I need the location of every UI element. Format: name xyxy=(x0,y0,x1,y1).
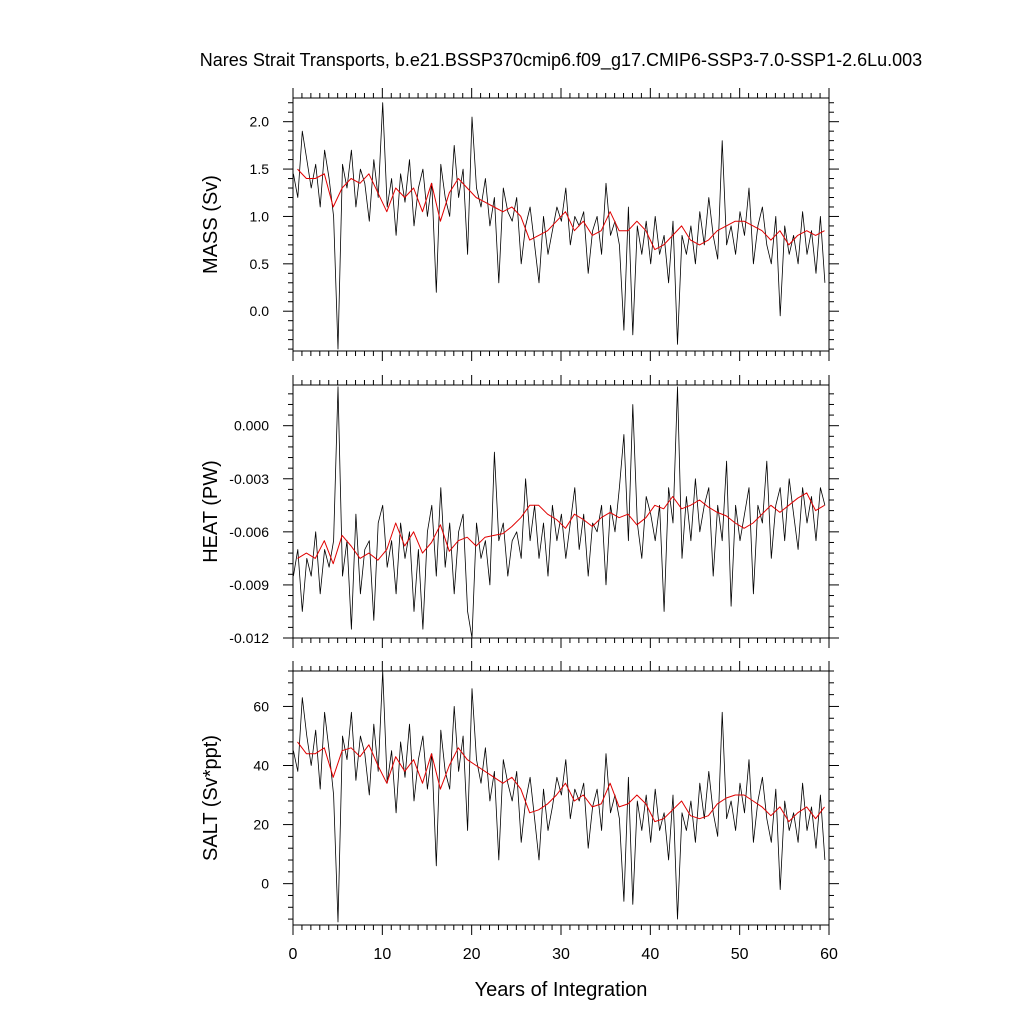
mass-ytick-label: 0.5 xyxy=(250,256,270,272)
salt-ytick-label: 0 xyxy=(261,876,269,892)
x-tick-label: 30 xyxy=(552,946,570,963)
mass-ytick-label: 0.0 xyxy=(250,303,270,319)
figure-title: Nares Strait Transports, b.e21.BSSP370cm… xyxy=(200,50,922,71)
salt-annual-line xyxy=(297,741,825,823)
heat-ytick-label: -0.009 xyxy=(229,577,269,593)
mass-ytick-label: 2.0 xyxy=(250,114,270,130)
salt-ytick-label: 20 xyxy=(253,817,269,833)
salt-ytick-label: 40 xyxy=(253,758,269,774)
salt-monthly-line xyxy=(293,671,826,923)
heat-ytick-label: -0.012 xyxy=(229,630,269,646)
heat-ytick-label: 0.000 xyxy=(234,418,269,434)
x-axis-label: Years of Integration xyxy=(475,979,648,1001)
x-tick-label: 50 xyxy=(731,946,749,963)
heat-monthly-line xyxy=(293,386,826,638)
x-tick-label: 60 xyxy=(820,946,838,963)
mass-y-axis-label: MASS (Sv) xyxy=(200,175,222,274)
mass-ytick-label: 1.0 xyxy=(250,208,270,224)
mass-annual-line xyxy=(297,168,825,251)
salt-y-axis-label: SALT (Sv*ppt) xyxy=(200,735,222,861)
panel-heat: -0.012 -0.009 -0.006 -0.003 0.000 HEAT (PW) xyxy=(200,375,839,648)
mass-ytick-label: 1.5 xyxy=(250,161,270,177)
heat-annual-line xyxy=(297,492,825,565)
x-tick-label: 20 xyxy=(463,946,481,963)
x-tick-label: 10 xyxy=(373,946,391,963)
heat-y-axis-label: HEAT (PW) xyxy=(200,460,222,563)
x-tick-label: 40 xyxy=(641,946,659,963)
salt-ytick-label: 60 xyxy=(253,698,269,714)
x-tick-label: 0 xyxy=(289,946,298,963)
heat-ytick-label: -0.006 xyxy=(229,524,269,540)
heat-ytick-label: -0.003 xyxy=(229,471,269,487)
panel-salt: 0 20 40 60 SALT (Sv*ppt) 0 10 20 30 40 50 60 xyxy=(200,661,839,963)
panel-mass: 0.0 0.5 1.0 1.5 2.0 MASS (Sv) xyxy=(200,88,839,361)
mass-monthly-line xyxy=(293,102,826,350)
